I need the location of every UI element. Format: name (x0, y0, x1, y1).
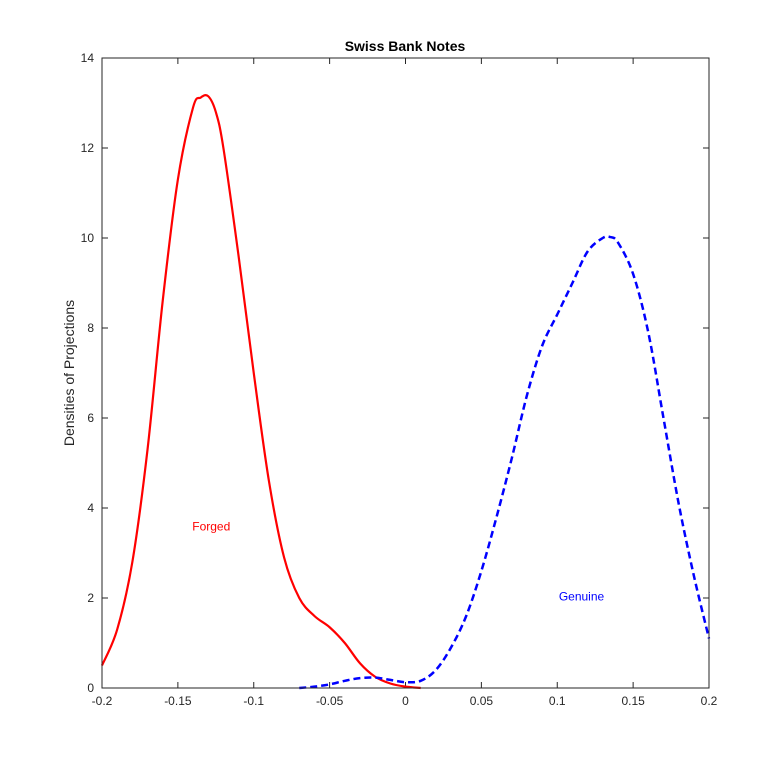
y-tick-label: 6 (87, 411, 94, 425)
x-tick-label: 0.1 (549, 694, 566, 708)
annotation-forged: Forged (192, 520, 230, 534)
y-tick-label: 8 (87, 321, 94, 335)
y-tick-label: 0 (87, 681, 94, 695)
x-tick-label: 0.05 (470, 694, 494, 708)
x-tick-label: 0.2 (701, 694, 718, 708)
chart-title: Swiss Bank Notes (345, 38, 466, 54)
y-axis-label: Densities of Projections (61, 300, 77, 446)
annotation-genuine: Genuine (559, 589, 605, 603)
y-tick-label: 2 (87, 591, 94, 605)
y-tick-label: 12 (81, 141, 95, 155)
series-line-forged (100, 94, 421, 690)
x-tick-label: -0.1 (243, 694, 264, 708)
ticks-layer: -0.2 -0.15 -0.1 -0.05 0 0.05 0.1 0.15 0.2 0 2 4 6 8 10… (81, 51, 718, 708)
x-tick-label: -0.05 (316, 694, 344, 708)
annotations-layer: Forged Genuine (192, 520, 604, 604)
plot-frame (101, 57, 710, 689)
y-tick-label: 14 (81, 51, 95, 65)
x-tick-label: 0 (402, 694, 409, 708)
x-tick-label: -0.2 (92, 694, 113, 708)
series-line-genuine (299, 235, 711, 690)
series-layer (100, 94, 711, 690)
y-tick-label: 10 (81, 231, 95, 245)
y-tick-label: 4 (87, 501, 94, 515)
x-tick-label: 0.15 (621, 694, 645, 708)
plot-area (102, 58, 709, 688)
x-tick-label: -0.15 (164, 694, 192, 708)
